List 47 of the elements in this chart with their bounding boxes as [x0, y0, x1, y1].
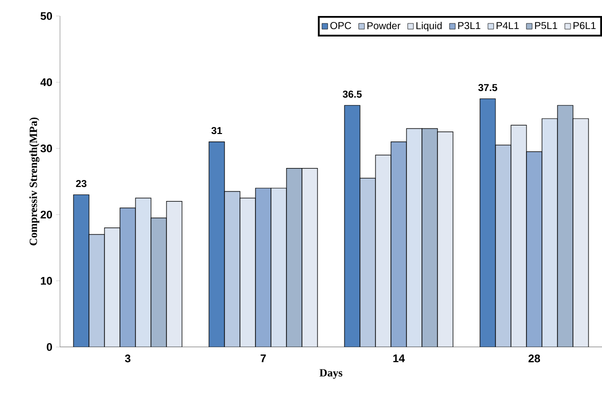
bar [166, 201, 182, 347]
bar [151, 218, 166, 347]
data-label: 31 [211, 127, 222, 134]
y-tick-label: 30 [40, 144, 52, 152]
legend-label: P5L1 [535, 22, 558, 30]
bar [438, 132, 454, 347]
bar [120, 208, 136, 347]
bar [344, 105, 360, 347]
y-tick-label: 40 [40, 78, 52, 86]
bar [510, 124, 527, 347]
bar [572, 118, 589, 347]
legend-label: Liquid [416, 22, 442, 32]
bar [74, 194, 90, 347]
bar [422, 128, 438, 347]
bar [136, 198, 152, 347]
y-tick-label: 0 [46, 343, 52, 351]
bar [256, 188, 271, 347]
bar [376, 155, 392, 347]
data-label: 36.5 [342, 90, 362, 98]
bar [557, 105, 574, 347]
y-tick-label: 10 [40, 276, 52, 285]
bar [104, 228, 120, 347]
data-label: 37.5 [478, 84, 498, 92]
data-label: 23 [76, 180, 86, 188]
x-tick-label: 28 [528, 354, 540, 362]
bar [542, 118, 558, 347]
x-axis-title: Days [320, 369, 342, 379]
bar [286, 168, 302, 347]
y-tick-label: 20 [40, 210, 52, 218]
legend-label: P4L1 [496, 22, 519, 29]
bar [480, 98, 496, 347]
bar [391, 142, 407, 347]
bar [271, 188, 287, 347]
bar [240, 198, 256, 347]
y-axis-title: Compressiv Strength(MPa) [29, 118, 40, 246]
bar [526, 151, 542, 347]
x-tick-label: 7 [260, 354, 266, 362]
x-tick-label: 14 [393, 354, 405, 362]
x-tick-label: 3 [124, 354, 130, 362]
legend-label: P3L1 [458, 22, 480, 30]
legend-label: Powder [367, 22, 400, 30]
bar [209, 142, 225, 347]
legend-label: P6L1 [574, 22, 596, 30]
y-tick-label: 50 [40, 12, 52, 20]
bar [406, 128, 422, 347]
legend-label: OPC [330, 22, 352, 30]
bar [302, 168, 318, 347]
